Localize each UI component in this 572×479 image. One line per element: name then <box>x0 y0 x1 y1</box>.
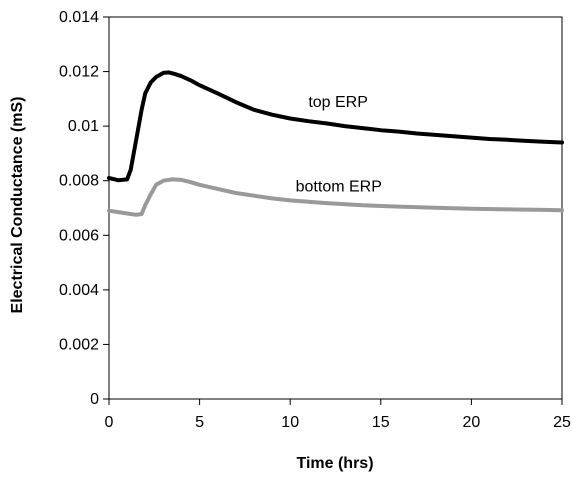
x-axis-title: Time (hrs) <box>296 455 373 472</box>
x-tick-label: 20 <box>463 414 481 431</box>
y-tick-label: 0.006 <box>59 227 99 244</box>
y-tick-label: 0.014 <box>59 9 99 26</box>
x-tick-label: 0 <box>105 414 114 431</box>
y-axis-title: Electrical Conductance (mS) <box>9 97 26 314</box>
series-label-top-erp: top ERP <box>308 94 368 111</box>
plot-frame <box>108 16 563 400</box>
y-tick-label: 0.002 <box>59 336 99 353</box>
y-tick-label: 0.008 <box>59 173 99 190</box>
x-tick-label: 5 <box>195 414 204 431</box>
y-tick-label: 0.01 <box>68 118 99 135</box>
y-tick-label: 0.012 <box>59 64 99 81</box>
y-tick-label: 0.004 <box>59 282 99 299</box>
plot-area: 0 0.002 0.004 0.006 0.008 0.01 0.012 0.014 0 5 10 1… <box>59 9 571 431</box>
series-line-bottom-erp <box>107 177 564 217</box>
y-tick-label: 0 <box>90 391 99 408</box>
series-line-top-erp <box>107 70 564 183</box>
x-tick-label: 10 <box>281 414 299 431</box>
series-label-bottom-erp: bottom ERP <box>296 179 382 196</box>
x-tick-label: 25 <box>553 414 571 431</box>
x-tick-label: 15 <box>372 414 390 431</box>
